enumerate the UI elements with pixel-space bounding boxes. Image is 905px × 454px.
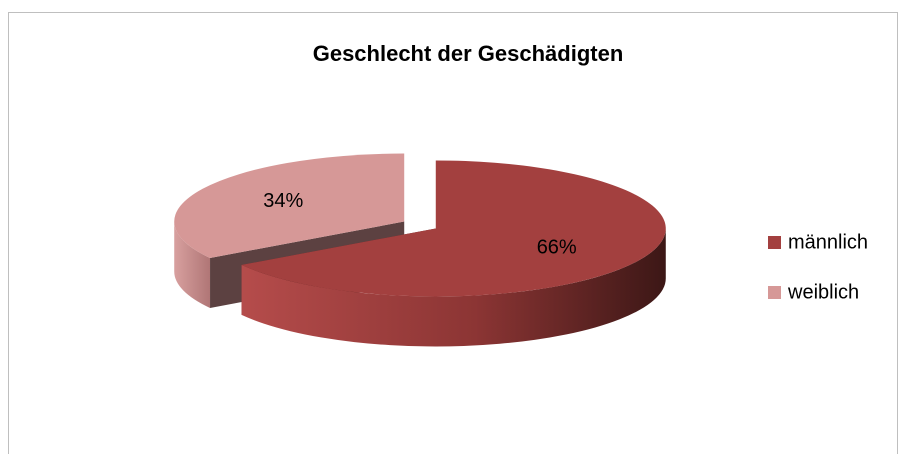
- legend-swatch: [768, 286, 781, 299]
- data-label: 66%: [537, 236, 577, 258]
- legend-swatch: [768, 236, 781, 249]
- slice-outer-wall: [241, 228, 666, 347]
- chart-border: [8, 12, 898, 454]
- legend-label: weiblich: [787, 281, 859, 303]
- legend-label: männlich: [788, 231, 868, 253]
- chart-title: Geschlecht der Geschädigten: [313, 41, 624, 66]
- slice-outer-wall: [174, 221, 211, 308]
- slice-top: [174, 153, 405, 258]
- data-label: 34%: [263, 190, 303, 212]
- slice-top: [241, 160, 666, 297]
